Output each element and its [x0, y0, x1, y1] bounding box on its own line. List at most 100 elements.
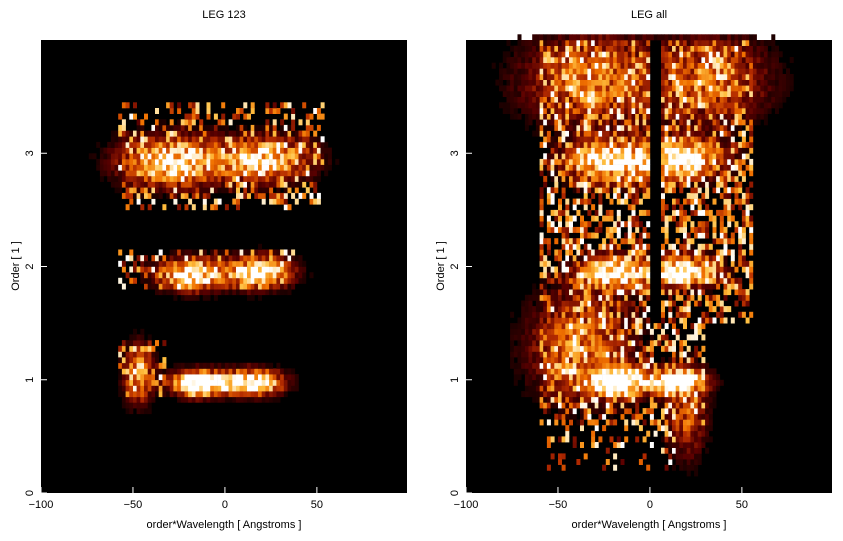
- heatmap-cell: [609, 323, 614, 330]
- heatmap-cell: [627, 260, 632, 267]
- heatmap-cell: [668, 345, 673, 352]
- heatmap-cell: [675, 226, 680, 233]
- heatmap-cell: [705, 243, 710, 250]
- heatmap-cell: [716, 379, 721, 386]
- heatmap-cell: [583, 153, 588, 160]
- heatmap-cell: [620, 130, 625, 137]
- heatmap-cell: [664, 221, 669, 228]
- heatmap-cell: [162, 164, 167, 171]
- heatmap-cell: [305, 153, 310, 160]
- heatmap-cell: [602, 413, 607, 420]
- x-tick-label: 0: [222, 499, 228, 511]
- heatmap-cell: [602, 396, 607, 403]
- heatmap-cell: [558, 453, 562, 460]
- heatmap-cell: [177, 272, 182, 279]
- heatmap-cell: [642, 147, 647, 154]
- heatmap-cell: [572, 362, 577, 369]
- heatmap-cell: [535, 317, 540, 324]
- heatmap-cell: [210, 379, 215, 386]
- heatmap-cell: [624, 158, 629, 165]
- heatmap-cell: [583, 68, 588, 75]
- heatmap-cell: [749, 170, 754, 177]
- heatmap-cell: [598, 357, 603, 364]
- heatmap-cell: [705, 283, 710, 290]
- heatmap-cell: [558, 91, 562, 97]
- heatmap-cell: [114, 170, 119, 177]
- heatmap-cell: [554, 294, 559, 301]
- heatmap-cell: [694, 96, 699, 103]
- heatmap-cell: [763, 113, 768, 120]
- heatmap-cell: [594, 260, 599, 267]
- heatmap-cell: [638, 345, 643, 352]
- heatmap-cell: [616, 68, 621, 75]
- heatmap-cell: [653, 430, 658, 437]
- heatmap-cell: [631, 243, 636, 250]
- heatmap-cell: [602, 85, 607, 92]
- heatmap-cell: [521, 391, 526, 398]
- heatmap-cell: [532, 130, 537, 137]
- heatmap-cell: [239, 141, 244, 148]
- heatmap-cell: [646, 379, 651, 386]
- heatmap-cell: [616, 351, 621, 358]
- heatmap-cell: [184, 136, 189, 143]
- heatmap-cell: [521, 334, 526, 341]
- heatmap-cell: [616, 141, 621, 148]
- heatmap-cell: [202, 374, 207, 381]
- heatmap-cell: [694, 164, 699, 171]
- heatmap-cell: [624, 119, 629, 126]
- heatmap-cell: [258, 374, 262, 381]
- heatmap-cell: [605, 113, 610, 120]
- heatmap-cell: [272, 170, 277, 177]
- heatmap-cell: [177, 141, 182, 148]
- heatmap-cell: [188, 153, 193, 160]
- heatmap-cell: [550, 311, 555, 318]
- heatmap-cell: [228, 379, 233, 386]
- heatmap-cell: [701, 379, 706, 386]
- heatmap-cell: [580, 323, 584, 330]
- heatmap-cell: [250, 153, 255, 160]
- heatmap-cell: [576, 328, 581, 335]
- heatmap-cell: [524, 102, 529, 109]
- heatmap-cell: [583, 249, 588, 256]
- heatmap-cell: [624, 391, 629, 398]
- heatmap-cell: [188, 147, 193, 154]
- heatmap-cell: [580, 340, 584, 347]
- heatmap-cell: [554, 96, 559, 103]
- heatmap-cell: [302, 170, 307, 177]
- heatmap-cell: [672, 357, 676, 364]
- heatmap-cell: [158, 181, 163, 188]
- heatmap-cell: [594, 102, 599, 109]
- heatmap-cell: [210, 277, 215, 284]
- heatmap-cell: [749, 141, 754, 148]
- heatmap-cell: [646, 391, 651, 398]
- heatmap-cell: [716, 96, 721, 103]
- heatmap-cell: [763, 108, 768, 114]
- heatmap-cell: [550, 379, 555, 386]
- heatmap-cell: [136, 345, 141, 352]
- heatmap-cell: [199, 249, 204, 256]
- heatmap-cell: [701, 198, 706, 205]
- heatmap-cell: [661, 283, 665, 290]
- heatmap-cell: [309, 136, 314, 143]
- heatmap-cell: [195, 136, 200, 143]
- heatmap-cell: [206, 153, 211, 160]
- heatmap-cell: [697, 119, 702, 126]
- heatmap-cell: [760, 102, 765, 109]
- heatmap-cell: [136, 119, 141, 126]
- heatmap-cell: [598, 396, 603, 403]
- heatmap-cell: [133, 136, 137, 143]
- heatmap-cell: [760, 68, 765, 75]
- heatmap-cell: [705, 108, 710, 114]
- heatmap-cell: [213, 198, 218, 205]
- heatmap-cell: [583, 226, 588, 233]
- heatmap-cell: [661, 209, 665, 216]
- heatmap-cell: [213, 113, 218, 120]
- heatmap-cell: [664, 204, 669, 211]
- heatmap-cell: [664, 334, 669, 341]
- heatmap-cell: [513, 68, 518, 75]
- heatmap-cell: [701, 391, 706, 398]
- heatmap-cell: [591, 255, 596, 262]
- heatmap-cell: [635, 74, 640, 80]
- heatmap-cell: [121, 374, 126, 381]
- heatmap-cell: [247, 260, 251, 267]
